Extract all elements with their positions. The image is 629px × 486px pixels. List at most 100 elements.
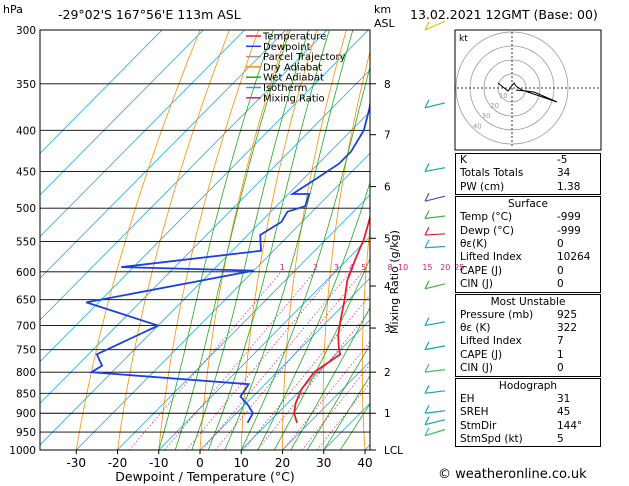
pressure-tick-label: 950 bbox=[16, 427, 36, 439]
isotherm-line bbox=[40, 30, 328, 321]
legend-entry: Temperature bbox=[262, 32, 326, 43]
temperature-tick-labels: -30 -20 -10 0 10 20 30 40 bbox=[66, 450, 373, 470]
most-unstable-row: θε (K) 322 bbox=[456, 322, 600, 335]
row-value: 0 bbox=[557, 362, 564, 375]
km-tick-label: 7 bbox=[384, 130, 391, 142]
mixing-ratio-label: 25 bbox=[454, 263, 464, 272]
temperature-tick-label: 10 bbox=[234, 456, 249, 470]
temperature-tick-label: -30 bbox=[66, 456, 86, 470]
most-unstable-row: Pressure (mb) 925 bbox=[456, 309, 600, 322]
wind-barb bbox=[424, 167, 446, 173]
row-value: 31 bbox=[557, 392, 571, 405]
pressure-tick-label: 700 bbox=[16, 321, 36, 333]
row-label: CAPE (J) bbox=[460, 264, 503, 277]
pressure-tick-label: 600 bbox=[16, 267, 36, 279]
row-label: CIN (J) bbox=[460, 362, 493, 375]
pressure-tick-label: 850 bbox=[16, 388, 36, 400]
mixing-ratio-label: 20 bbox=[440, 263, 450, 272]
mixing-ratio-labels: 1 2 3 4 5 8 10 15 20 25 bbox=[280, 263, 465, 272]
pressure-tick-label: 450 bbox=[16, 166, 36, 178]
wind-barb-flag bbox=[424, 192, 430, 202]
mixing-ratio-line bbox=[215, 271, 363, 450]
hodograph-unit-label: kt bbox=[459, 34, 468, 44]
wind-barb-flag bbox=[424, 317, 430, 326]
datetime-title: 13.02.2021 12GMT (Base: 00) bbox=[410, 7, 598, 22]
legend-entry: Wet Adiabat bbox=[263, 73, 324, 84]
hpa-unit-label: hPa bbox=[3, 3, 23, 16]
row-value: -5 bbox=[557, 154, 568, 166]
wind-barb-flag bbox=[424, 404, 430, 414]
row-value: 0 bbox=[557, 278, 564, 291]
wind-barb-flag bbox=[424, 416, 430, 425]
hodograph-ring-label: 30 bbox=[481, 112, 490, 120]
dry-adiabat-line bbox=[606, 30, 629, 450]
mixing-ratio-label: 4 bbox=[349, 263, 354, 272]
pressure-tick-labels: 300 350 400 450 500 550 600 650 700 750 800 850 900 9… bbox=[9, 25, 36, 457]
wind-barb bbox=[424, 215, 446, 220]
most-unstable-box: Most Unstable Pressure (mb) 925 θε (K) 322 L… bbox=[455, 293, 601, 377]
wet-adiabat-line bbox=[306, 343, 370, 450]
most-unstable-title: Most Unstable bbox=[490, 295, 566, 308]
hodograph-row: EH 31 bbox=[456, 393, 600, 406]
plot-frame bbox=[39, 29, 371, 451]
km-tick-label: 4 bbox=[384, 281, 391, 293]
mixing-ratio-label: 15 bbox=[422, 263, 432, 272]
credit-text: © weatheronline.co.uk bbox=[438, 467, 587, 482]
row-label: Lifted Index bbox=[460, 335, 522, 348]
pressure-tick-label: 750 bbox=[16, 345, 36, 357]
mixing-ratio-axis-label: Mixing Ratio (g/kg) bbox=[388, 230, 401, 334]
wind-barb-flag bbox=[424, 21, 430, 31]
surface-row: CAPE (J) 0 bbox=[456, 265, 600, 278]
row-label: CAPE (J) bbox=[460, 348, 503, 361]
row-value: 1.38 bbox=[557, 180, 581, 193]
indices-panel: K -5 Totals Totals 34 PW (cm) 1.38 Surface Te… bbox=[455, 153, 601, 448]
isotherm-line bbox=[40, 30, 204, 196]
hodograph-trace bbox=[497, 82, 558, 103]
index-row: PW (cm) 1.38 bbox=[456, 181, 600, 194]
km-tick-label: 6 bbox=[384, 182, 391, 194]
row-label: Lifted Index bbox=[460, 251, 522, 264]
mixing-ratio-label: 8 bbox=[388, 263, 393, 272]
pressure-tick-label: 350 bbox=[16, 79, 36, 91]
wet-adiabat-line bbox=[339, 403, 370, 450]
legend-entry: Mixing Ratio bbox=[263, 93, 325, 104]
wind-barb bbox=[424, 20, 446, 31]
wind-barb bbox=[424, 102, 446, 109]
wind-barb bbox=[424, 390, 446, 394]
temperature-tick-label: 40 bbox=[357, 456, 372, 470]
x-axis-label: Dewpoint / Temperature (°C) bbox=[115, 469, 294, 484]
dewpoint-line bbox=[86, 98, 370, 424]
surface-row: θε(K) 0 bbox=[456, 238, 600, 251]
wind-barb-flag bbox=[424, 226, 430, 236]
temperature-tick-label: 30 bbox=[316, 456, 331, 470]
temperature-tick-label: 0 bbox=[196, 456, 204, 470]
legend-entry: Isotherm bbox=[263, 83, 307, 94]
row-value: -999 bbox=[557, 211, 581, 224]
row-label: EH bbox=[460, 392, 475, 405]
hodograph-row: StmSpd (kt) 5 bbox=[456, 433, 600, 446]
temperature-tick-label: -10 bbox=[149, 456, 169, 470]
wet-adiabat-line bbox=[290, 306, 370, 450]
wind-barb bbox=[424, 321, 446, 327]
row-value: 1 bbox=[557, 348, 564, 361]
surface-row: Lifted Index 10264 bbox=[456, 251, 600, 264]
pressure-tick-label: 650 bbox=[16, 295, 36, 307]
isotherm-line bbox=[75, 152, 370, 450]
wind-barb bbox=[424, 410, 446, 414]
most-unstable-row: CAPE (J) 1 bbox=[456, 349, 600, 362]
row-value: 144° bbox=[557, 419, 583, 432]
wind-barb bbox=[424, 369, 446, 373]
row-label: SREH bbox=[460, 406, 489, 419]
mixing-ratio-label: 2 bbox=[313, 263, 318, 272]
isotherm-line bbox=[116, 194, 370, 450]
location-title: -29°02'S 167°56'E 113m ASL bbox=[58, 7, 241, 22]
wind-barb-flag bbox=[424, 341, 430, 350]
wind-barb bbox=[424, 245, 446, 249]
row-value: 925 bbox=[557, 308, 578, 321]
wind-barb bbox=[424, 428, 446, 437]
wind-barb-flag bbox=[424, 280, 430, 290]
wind-barb bbox=[424, 233, 446, 236]
